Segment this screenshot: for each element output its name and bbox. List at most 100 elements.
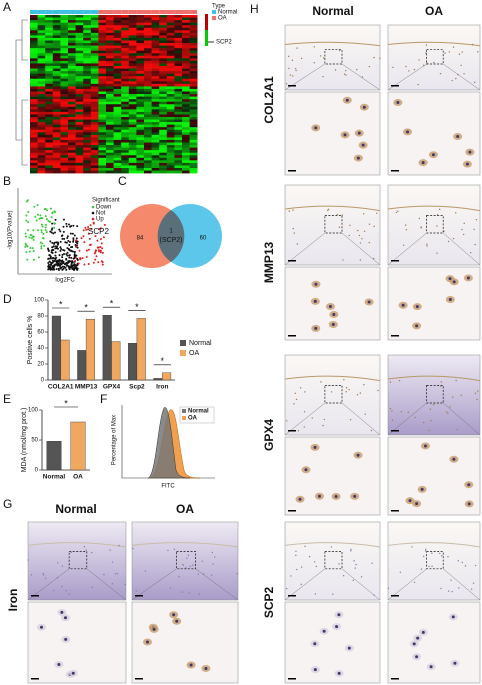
heatmap-cell (52, 165, 61, 169)
point (61, 268, 64, 271)
type-bar (144, 10, 152, 14)
heatmap-cell (151, 139, 160, 143)
heatmap-cell (166, 114, 175, 118)
heatmap-cell (45, 55, 54, 59)
point (59, 267, 62, 270)
heatmap-cell (182, 96, 190, 100)
heatmap-cell (174, 111, 183, 115)
heatmap-cell (121, 137, 130, 141)
heatmap-cell (30, 32, 38, 36)
point (76, 268, 79, 271)
cell (187, 554, 190, 557)
heatmap-cell (144, 48, 152, 51)
heatmap-cell (136, 160, 145, 164)
heatmap-cell (68, 111, 76, 115)
heatmap-cell (45, 22, 54, 26)
heatmap-cell (174, 129, 183, 133)
heatmap-cell (75, 22, 84, 26)
point (83, 263, 86, 266)
point (82, 235, 85, 238)
cell (236, 573, 238, 575)
heatmap-cell (60, 48, 69, 51)
heatmap-cell (151, 91, 160, 95)
heatmap-cell (113, 53, 122, 57)
heatmap-cell (98, 55, 107, 59)
heatmap-cell (144, 86, 152, 90)
heatmap-cell (151, 40, 160, 44)
heatmap-cell (90, 83, 99, 87)
heatmap-cell (113, 63, 122, 67)
heatmap-cell (166, 17, 175, 21)
roi (324, 49, 343, 65)
heatmap-cell (68, 22, 76, 26)
cell (363, 213, 365, 215)
heatmap-cell (174, 99, 183, 102)
heatmap-cell (60, 73, 69, 77)
heatmap-cell (45, 168, 54, 171)
cell (440, 554, 443, 557)
heatmap-cell (182, 81, 190, 85)
heatmap-cell (68, 114, 76, 118)
heatmap-cell (68, 152, 76, 156)
heatmap-cell (30, 170, 38, 174)
heatmap-cell (52, 96, 61, 100)
heatmap-cell (98, 50, 107, 54)
heatmap-cell (90, 63, 99, 67)
cell (348, 234, 350, 237)
heatmap-cell (159, 20, 168, 23)
legend-label: Up (96, 217, 104, 223)
heatmap-cell (30, 109, 38, 113)
heatmap-cell (60, 150, 69, 153)
heatmap-cell (136, 53, 145, 57)
heatmap-cell (113, 32, 122, 36)
heatmap-cell (98, 88, 107, 92)
heatmap-cell (121, 122, 130, 125)
heatmap-cell (166, 30, 175, 34)
heatmap-cell (182, 94, 190, 97)
point (55, 241, 58, 244)
heatmap-cell (30, 55, 38, 59)
point (71, 267, 74, 270)
cell (181, 591, 184, 593)
point (25, 235, 28, 238)
heatmap-cell (68, 150, 76, 153)
cell (440, 381, 442, 383)
cell (296, 243, 299, 245)
cell (474, 392, 477, 394)
heatmap-cell (106, 137, 114, 141)
heatmap-cell (189, 78, 198, 82)
heatmap-cell (75, 71, 84, 74)
heatmap-cell (166, 81, 175, 85)
heatmap-cell (151, 55, 160, 59)
heatmap-cell (128, 48, 137, 51)
cell (326, 209, 329, 212)
heatmap-cell (52, 160, 61, 164)
heatmap-cell (45, 35, 54, 39)
cell (472, 582, 475, 584)
heatmap-cell (37, 68, 46, 72)
heatmap-cell (113, 109, 122, 113)
heatmap-cell (45, 114, 54, 118)
point (49, 240, 52, 243)
heatmap-cell (151, 58, 160, 62)
heatmap-cell (189, 119, 198, 123)
heatmap-cell (174, 134, 183, 138)
heatmap-cell (37, 109, 46, 113)
heatmap-cell (75, 124, 84, 128)
heatmap-cell (45, 83, 54, 87)
heatmap-cell (113, 27, 122, 31)
cell (474, 243, 476, 246)
cell (455, 212, 457, 214)
heatmap-cell (182, 73, 190, 77)
nucleus (362, 105, 366, 109)
heatmap-cell (60, 165, 69, 169)
cell (357, 229, 359, 232)
heatmap-cell (136, 119, 145, 123)
heatmap-cell (30, 129, 38, 133)
heatmap-cell (30, 37, 38, 41)
heatmap-cell (166, 124, 175, 128)
heatmap-cell (75, 83, 84, 87)
point (54, 254, 57, 257)
y-axis-label: MDA (nmol/mg prot.) (21, 408, 28, 473)
heatmap-cell (166, 86, 175, 90)
